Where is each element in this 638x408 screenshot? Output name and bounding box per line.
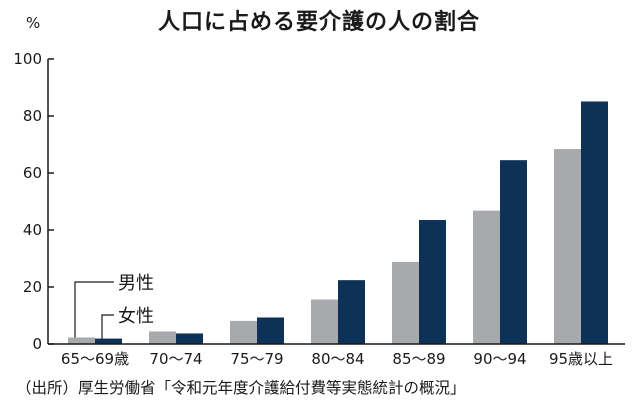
x-category-label-0: 65〜69歳 [61,350,129,368]
bar-male-6 [554,149,581,344]
y-axis-unit: % [26,14,40,32]
x-category-label-2: 75〜79 [230,350,283,368]
x-category-label-6: 95歳以上 [549,350,613,368]
x-axis: 65〜69歳 70〜74 75〜79 80〜84 85〜89 90〜94 95歳以上 [48,343,625,368]
y-tick-label-100: 100 [13,50,42,68]
bar-female-3 [338,280,365,344]
source-note: （出所）厚生労働省「令和元年度介護給付費等実態統計の概況」 [16,379,466,397]
bar-male-1 [149,331,176,344]
bar-female-0 [95,338,122,344]
bar-female-6 [581,101,608,344]
y-tick-label-80: 80 [23,107,42,125]
bar-male-2 [230,320,257,344]
y-tick-label-20: 20 [23,278,42,296]
x-category-label-3: 80〜84 [311,350,364,368]
bar-female-2 [257,317,284,344]
legend-leader-male [74,281,114,338]
x-category-label-5: 90〜94 [473,350,526,368]
chart-title: 人口に占める要介護の人の割合 [157,10,480,35]
bar-male-3 [311,299,338,344]
legend-leader-female [101,314,114,339]
bar-male-4 [392,261,419,344]
x-category-label-1: 70〜74 [149,350,202,368]
bar-male-5 [473,210,500,344]
y-tick-label-60: 60 [23,164,42,182]
bar-female-1 [176,333,203,344]
bar-female-4 [419,220,446,344]
y-tick-label-40: 40 [23,221,42,239]
legend-label-female: 女性 [118,306,154,327]
x-category-label-4: 85〜89 [392,350,445,368]
bar-female-5 [500,160,527,344]
y-axis: % 0 20 40 60 80 100 [13,14,54,353]
bar-male-0 [68,337,95,344]
y-tick-label-0: 0 [32,335,42,353]
bars [68,101,608,344]
legend-label-male: 男性 [118,273,154,294]
